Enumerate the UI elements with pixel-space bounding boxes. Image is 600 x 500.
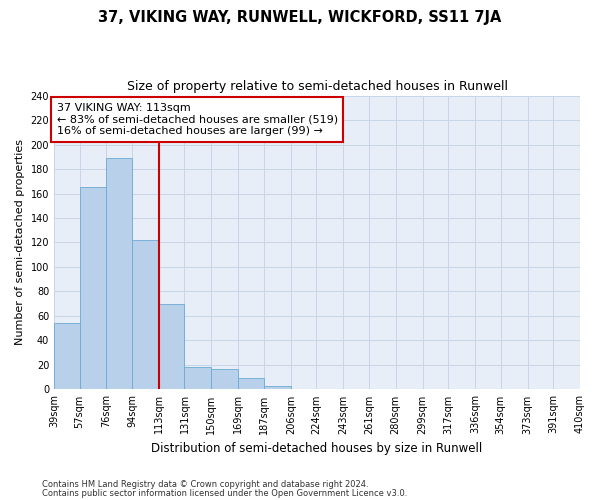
Text: 37 VIKING WAY: 113sqm
← 83% of semi-detached houses are smaller (519)
16% of sem: 37 VIKING WAY: 113sqm ← 83% of semi-deta… <box>56 103 338 136</box>
Bar <box>106 158 132 390</box>
Bar <box>264 386 291 390</box>
Bar <box>238 378 264 390</box>
Y-axis label: Number of semi-detached properties: Number of semi-detached properties <box>15 140 25 346</box>
Bar <box>211 368 238 390</box>
Text: 37, VIKING WAY, RUNWELL, WICKFORD, SS11 7JA: 37, VIKING WAY, RUNWELL, WICKFORD, SS11 … <box>98 10 502 25</box>
Bar <box>184 368 211 390</box>
Bar <box>54 324 80 390</box>
Text: Contains public sector information licensed under the Open Government Licence v3: Contains public sector information licen… <box>42 488 407 498</box>
Title: Size of property relative to semi-detached houses in Runwell: Size of property relative to semi-detach… <box>127 80 508 93</box>
Bar <box>80 188 106 390</box>
Bar <box>132 240 159 390</box>
X-axis label: Distribution of semi-detached houses by size in Runwell: Distribution of semi-detached houses by … <box>151 442 482 455</box>
Bar <box>159 304 184 390</box>
Text: Contains HM Land Registry data © Crown copyright and database right 2024.: Contains HM Land Registry data © Crown c… <box>42 480 368 489</box>
